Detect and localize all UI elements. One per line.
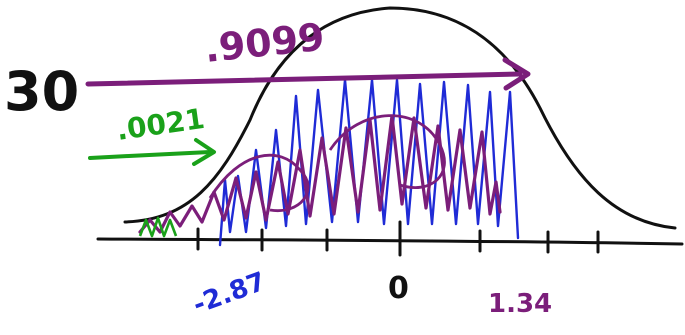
green-arrow-head xyxy=(192,138,216,166)
purple-shading xyxy=(138,114,502,234)
left-probability-label: .0021 xyxy=(114,102,206,147)
purple-loop-1 xyxy=(208,153,310,213)
purple-loop-2 xyxy=(328,114,446,189)
left-number-label: 30 xyxy=(4,60,79,123)
green-shading xyxy=(138,216,178,238)
purple-arrow-head xyxy=(502,57,531,91)
right-z-label: 1.34 xyxy=(488,289,552,319)
axis-ticks xyxy=(196,220,600,257)
top-probability-label: .9099 xyxy=(202,15,326,71)
blue-shading xyxy=(218,78,520,247)
normal-curve xyxy=(123,6,677,230)
green-arrow-shaft xyxy=(88,150,212,160)
purple-arrow-shaft xyxy=(85,71,523,87)
left-z-label: -2.87 xyxy=(189,267,270,321)
center-z-label: 0 xyxy=(388,271,409,306)
axis-line xyxy=(96,237,684,246)
